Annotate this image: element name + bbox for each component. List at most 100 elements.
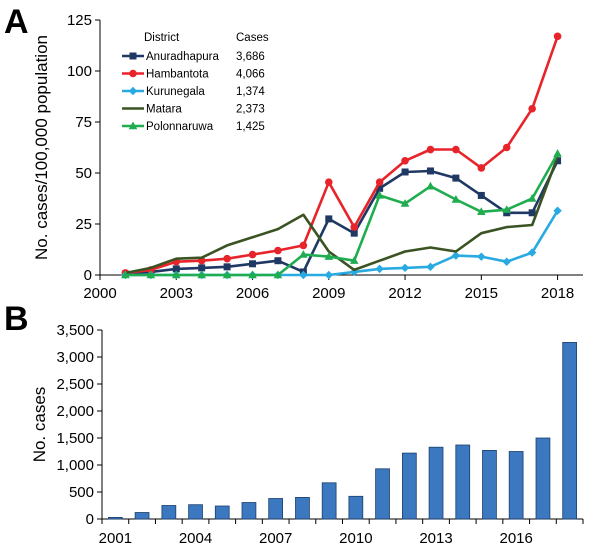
legend-cases: 3,686 bbox=[236, 51, 265, 63]
data-point bbox=[171, 270, 181, 279]
x-tick-label: 2016 bbox=[500, 530, 533, 547]
y-tick-label: 0 bbox=[84, 267, 92, 284]
data-point bbox=[477, 191, 485, 199]
bar-2017 bbox=[535, 437, 551, 520]
y-tick-label: 2,000 bbox=[56, 403, 94, 420]
y-tick-label: 2,500 bbox=[56, 376, 94, 393]
series-line bbox=[125, 152, 559, 277]
y-tick-label: 75 bbox=[75, 114, 92, 131]
data-point bbox=[553, 149, 562, 157]
data-point bbox=[248, 270, 257, 279]
x-tick-label: 2009 bbox=[312, 285, 345, 302]
bar-2018 bbox=[562, 341, 578, 520]
data-point bbox=[401, 156, 409, 165]
legend-label: Anuradhapura bbox=[146, 51, 219, 63]
data-point bbox=[376, 184, 384, 192]
data-point bbox=[553, 32, 562, 41]
data-point bbox=[426, 181, 435, 190]
bar-chart-panel-b: 0 500 1,000 1,500 2,000 2,500 3,000 3,500 2001 20… bbox=[30, 322, 584, 547]
data-point bbox=[554, 157, 562, 165]
data-point bbox=[349, 256, 359, 264]
data-point bbox=[350, 223, 359, 231]
legend-item: Hambantota 4,066 bbox=[122, 69, 265, 81]
data-point bbox=[223, 263, 231, 271]
series-line bbox=[125, 160, 559, 276]
series-matara bbox=[125, 156, 559, 275]
x-tick-label: 2018 bbox=[541, 285, 574, 302]
legend-cases: 1,374 bbox=[236, 86, 265, 98]
legend-label: Kurunegala bbox=[146, 86, 205, 98]
data-point bbox=[477, 252, 486, 261]
legend-header-district: District bbox=[144, 32, 180, 44]
legend-cases: 4,066 bbox=[236, 69, 265, 81]
data-point bbox=[324, 252, 334, 260]
bar-2011 bbox=[375, 468, 390, 520]
legend-item: Matara 2,373 bbox=[122, 104, 265, 116]
y-tick-label: 100 bbox=[67, 63, 92, 80]
data-point bbox=[325, 215, 333, 223]
data-point bbox=[350, 229, 358, 237]
bar-2006 bbox=[241, 502, 257, 520]
x-tick-label: 2013 bbox=[419, 530, 452, 547]
data-point bbox=[324, 178, 333, 186]
legend: District Cases Anuradhapura 3,686 Hambantota… bbox=[122, 32, 269, 133]
data-point bbox=[553, 206, 562, 215]
series-line bbox=[125, 210, 559, 277]
bar-2016 bbox=[508, 451, 524, 520]
x-tick-label: 2007 bbox=[259, 530, 292, 547]
x-tick-label: 2004 bbox=[179, 530, 212, 547]
bar-2014 bbox=[455, 444, 471, 520]
data-point bbox=[426, 262, 435, 272]
legend-header-cases: Cases bbox=[236, 32, 269, 44]
y-tick-label: 1,000 bbox=[56, 457, 94, 474]
data-point bbox=[146, 270, 156, 279]
data-point bbox=[223, 254, 231, 263]
bar-2009 bbox=[321, 482, 337, 520]
data-point bbox=[375, 178, 384, 186]
x-tick-label: 2012 bbox=[388, 285, 421, 302]
data-point bbox=[129, 52, 137, 60]
data-point bbox=[375, 264, 384, 274]
data-point bbox=[527, 194, 537, 202]
x-tick-label: 2010 bbox=[339, 530, 372, 547]
x-tick-label: 2003 bbox=[160, 285, 193, 302]
data-point bbox=[198, 264, 206, 272]
data-point bbox=[477, 164, 486, 172]
data-point bbox=[128, 121, 138, 130]
data-point bbox=[273, 270, 283, 279]
data-point bbox=[426, 167, 434, 175]
data-point bbox=[197, 270, 206, 279]
panel-b-letter: B bbox=[4, 300, 29, 338]
data-point bbox=[299, 241, 308, 250]
data-point bbox=[451, 195, 461, 203]
y-tick-label: 1,500 bbox=[56, 430, 94, 447]
bar-2015 bbox=[482, 449, 497, 520]
bar-2001 bbox=[108, 517, 123, 520]
x-tick-label: 2000 bbox=[83, 285, 116, 302]
data-point bbox=[477, 207, 486, 215]
data-point bbox=[299, 270, 308, 280]
bar-2013 bbox=[428, 446, 444, 520]
y-tick-label: 3,000 bbox=[56, 349, 94, 366]
y-tick-label: 25 bbox=[75, 216, 92, 233]
data-point bbox=[528, 104, 536, 113]
data-point bbox=[502, 257, 511, 266]
series-polonnaruwa bbox=[121, 149, 562, 279]
data-point bbox=[401, 168, 409, 176]
bar-2010 bbox=[348, 495, 364, 520]
x-tick-label: 2015 bbox=[465, 285, 498, 302]
data-point bbox=[128, 86, 138, 96]
legend-label: Matara bbox=[146, 104, 182, 116]
bar-2004 bbox=[188, 504, 203, 520]
data-point bbox=[400, 199, 410, 207]
data-point bbox=[222, 270, 232, 279]
y-axis-title: No. cases/100,000 population bbox=[32, 35, 51, 260]
x-tick-label: 2006 bbox=[236, 285, 269, 302]
y-tick-label: 3,500 bbox=[56, 322, 94, 339]
data-point bbox=[426, 145, 435, 154]
data-point bbox=[129, 69, 137, 78]
legend-label: Polonnaruwa bbox=[146, 121, 214, 133]
bar-2008 bbox=[295, 496, 310, 520]
data-point bbox=[452, 145, 460, 154]
